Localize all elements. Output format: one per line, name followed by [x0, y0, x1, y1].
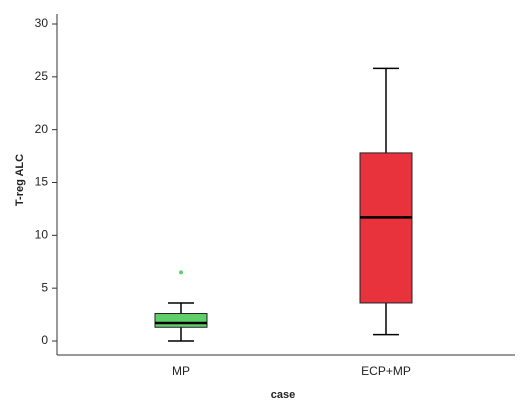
y-tick-label: 10: [35, 228, 49, 242]
x-tick-label: ECP+MP: [361, 364, 411, 378]
y-tick-label: 25: [35, 69, 49, 83]
x-axis-title: case: [271, 389, 295, 401]
box: [359, 152, 413, 304]
y-tick-label: 0: [41, 333, 48, 347]
outlier: [179, 270, 183, 275]
y-axis-title: T-reg ALC: [14, 154, 26, 206]
y-tick-label: 20: [35, 122, 49, 136]
y-tick-label: 15: [35, 175, 49, 189]
y-tick-label: 30: [35, 16, 49, 30]
y-tick-label: 5: [41, 280, 48, 294]
x-tick-label: MP: [172, 364, 190, 378]
box: [154, 313, 208, 328]
